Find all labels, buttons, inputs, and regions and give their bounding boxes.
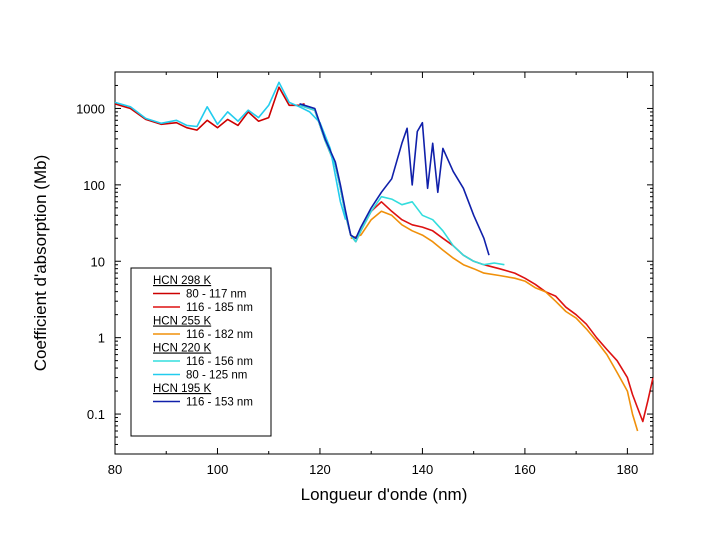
- legend-entry-label: 116 - 182 nm: [186, 329, 253, 341]
- y-tick-label: 100: [83, 178, 105, 193]
- legend-box: [130, 267, 272, 437]
- x-tick-label: 80: [108, 462, 122, 477]
- legend-group-label: HCN 195 K: [153, 383, 211, 395]
- legend-group-label: HCN 255 K: [153, 316, 211, 328]
- series-line-5: [299, 103, 490, 256]
- legend-group-label: HCN 220 K: [153, 343, 211, 355]
- series-line-2: [350, 210, 639, 432]
- x-tick-label: 120: [309, 462, 331, 477]
- legend-entry-label: 80 - 117 nm: [186, 289, 247, 301]
- y-tick-label: 1: [98, 331, 105, 346]
- x-tick-label: 160: [514, 462, 536, 477]
- y-tick-label: 10: [91, 254, 105, 269]
- x-axis-title: Longueur d'onde (nm): [301, 485, 468, 504]
- x-tick-label: 140: [412, 462, 434, 477]
- legend-entry-label: 116 - 185 nm: [186, 302, 253, 314]
- legend-entry-label: 80 - 125 nm: [186, 370, 247, 382]
- x-tick-label: 100: [207, 462, 229, 477]
- legend-entry-label: 116 - 153 nm: [186, 397, 253, 409]
- y-tick-label: 1000: [76, 101, 105, 116]
- series-line-0: [114, 86, 305, 131]
- y-axis-title: Coefficient d'absorption (Mb): [31, 155, 50, 371]
- y-tick-label: 0.1: [87, 407, 105, 422]
- axes-layer: 80 100 120 140 160 180 0.1 1 10 100 1000: [76, 71, 653, 477]
- series-line-4: [114, 81, 347, 220]
- series-layer: [114, 81, 654, 432]
- legend-group-label: HCN 298 K: [153, 275, 211, 287]
- legend-entry-label: 116 - 156 nm: [186, 356, 253, 368]
- x-tick-label: 180: [617, 462, 639, 477]
